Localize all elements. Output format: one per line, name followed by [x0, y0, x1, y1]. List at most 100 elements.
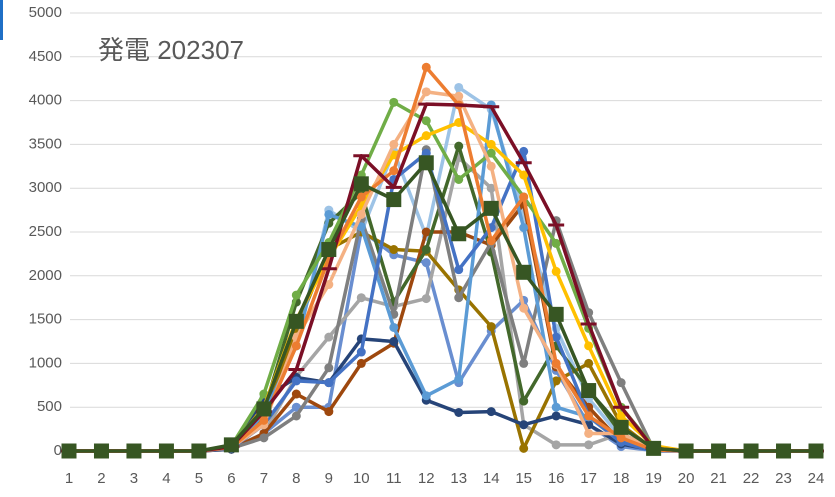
- x-tick-label: 22: [743, 470, 760, 487]
- x-tick-label: 8: [292, 470, 300, 487]
- marker: [808, 443, 824, 459]
- marker: [421, 87, 431, 97]
- marker: [551, 266, 561, 276]
- series-group: [61, 62, 824, 459]
- marker: [519, 223, 529, 233]
- marker: [61, 443, 77, 459]
- marker: [584, 440, 594, 450]
- marker: [584, 411, 594, 421]
- marker: [421, 294, 431, 304]
- x-tick-label: 6: [227, 470, 235, 487]
- x-tick-label: 24: [808, 470, 825, 487]
- marker: [613, 419, 629, 435]
- marker: [259, 433, 269, 443]
- marker: [551, 411, 561, 421]
- y-tick-label: 0: [54, 442, 62, 459]
- marker: [418, 155, 434, 171]
- marker: [324, 280, 334, 290]
- marker: [584, 428, 594, 438]
- x-tick-label: 4: [162, 470, 170, 487]
- marker: [486, 161, 496, 171]
- x-tick-label: 13: [450, 470, 467, 487]
- marker: [486, 183, 496, 193]
- marker: [291, 389, 301, 399]
- marker: [321, 242, 337, 258]
- marker: [486, 407, 496, 417]
- marker: [519, 443, 529, 453]
- marker: [551, 332, 561, 342]
- marker: [581, 383, 597, 399]
- series: [64, 227, 821, 456]
- marker: [454, 293, 464, 303]
- marker: [486, 236, 496, 246]
- marker: [454, 174, 464, 184]
- y-tick-label: 2000: [29, 267, 62, 284]
- marker: [324, 209, 334, 219]
- marker: [421, 62, 431, 72]
- marker: [519, 420, 529, 430]
- marker: [421, 131, 431, 141]
- marker: [483, 200, 499, 216]
- marker: [454, 374, 464, 384]
- y-tick-label: 5000: [29, 4, 62, 21]
- y-tick-label: 3500: [29, 135, 62, 152]
- selection-edge: [0, 0, 3, 40]
- y-tick-label: 1000: [29, 354, 62, 371]
- x-tick-label: 1: [65, 470, 73, 487]
- y-tick-label: 4500: [29, 48, 62, 65]
- marker: [551, 238, 561, 248]
- x-tick-label: 16: [548, 470, 565, 487]
- marker: [291, 402, 301, 412]
- marker: [486, 139, 496, 149]
- marker: [551, 402, 561, 412]
- x-tick-label: 5: [195, 470, 203, 487]
- marker: [519, 146, 529, 156]
- marker: [324, 363, 334, 373]
- series: [64, 145, 821, 456]
- marker: [548, 306, 564, 322]
- marker: [678, 443, 694, 459]
- marker: [291, 411, 301, 421]
- x-tick-label: 21: [710, 470, 727, 487]
- marker: [421, 227, 431, 237]
- chart-title: 発電 202307: [98, 35, 244, 65]
- x-tick-label: 18: [613, 470, 630, 487]
- marker: [584, 358, 594, 368]
- x-tick-label: 15: [515, 470, 532, 487]
- marker: [324, 378, 334, 388]
- marker: [259, 415, 269, 425]
- series-line: [69, 228, 816, 453]
- x-tick-label: 23: [775, 470, 792, 487]
- series-line: [69, 337, 816, 453]
- marker: [353, 176, 369, 192]
- x-tick-label: 20: [678, 470, 695, 487]
- marker: [288, 313, 304, 329]
- marker: [223, 437, 239, 453]
- x-tick-label: 17: [580, 470, 597, 487]
- marker: [389, 245, 399, 255]
- marker: [356, 358, 366, 368]
- marker: [389, 322, 399, 332]
- marker: [256, 401, 272, 417]
- marker: [519, 303, 529, 313]
- y-tick-label: 1500: [29, 311, 62, 328]
- marker: [356, 192, 366, 202]
- marker: [616, 411, 626, 421]
- marker: [356, 347, 366, 357]
- x-tick-label: 10: [353, 470, 370, 487]
- marker: [743, 443, 759, 459]
- marker: [551, 376, 561, 386]
- y-tick-label: 2500: [29, 223, 62, 240]
- marker: [389, 139, 399, 149]
- marker: [616, 378, 626, 388]
- marker: [386, 192, 402, 208]
- x-tick-label: 7: [260, 470, 268, 487]
- marker: [551, 358, 561, 368]
- marker: [454, 407, 464, 417]
- marker: [158, 443, 174, 459]
- marker: [519, 396, 529, 406]
- marker: [126, 443, 142, 459]
- x-tick-label: 3: [130, 470, 138, 487]
- marker: [616, 433, 626, 443]
